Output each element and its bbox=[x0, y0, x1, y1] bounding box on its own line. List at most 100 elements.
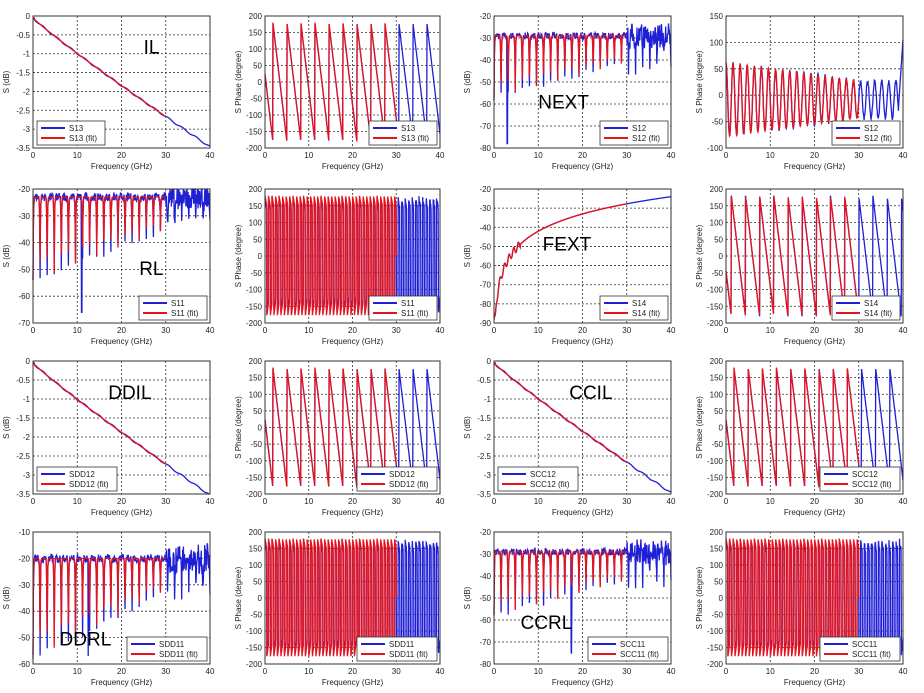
panel-annotation: DDRL bbox=[60, 630, 112, 651]
y-tick-label: -100 bbox=[246, 111, 263, 120]
x-tick-label: 40 bbox=[667, 151, 676, 160]
y-tick-label: 50 bbox=[714, 235, 723, 244]
y-tick-label: -3 bbox=[23, 125, 31, 134]
y-tick-label: -200 bbox=[707, 319, 724, 328]
y-tick-label: -0.5 bbox=[16, 376, 30, 385]
x-tick-label: 20 bbox=[810, 667, 819, 676]
legend-box bbox=[599, 120, 669, 146]
panel-annotation: CCIL bbox=[569, 383, 612, 404]
legend-box bbox=[138, 295, 208, 321]
legend-label: S12 (fit) bbox=[632, 134, 660, 143]
x-tick-label: 20 bbox=[810, 326, 819, 335]
legend-label: S11 (fit) bbox=[401, 309, 429, 318]
x-tick-label: 30 bbox=[392, 667, 401, 676]
y-tick-label: -2 bbox=[23, 87, 31, 96]
y-tick-label: 0 bbox=[719, 594, 724, 603]
series-line-s13-fit- bbox=[264, 22, 397, 142]
x-tick-label: 0 bbox=[724, 667, 729, 676]
plot-frame bbox=[32, 360, 211, 495]
legend-label: S11 bbox=[171, 299, 185, 308]
y-axis-label: S (dB) bbox=[463, 244, 472, 267]
legend-label: SDD11 (fit) bbox=[159, 650, 198, 659]
y-tick-label: -1 bbox=[23, 50, 31, 59]
plot-frame bbox=[493, 15, 672, 149]
y-tick-label: -40 bbox=[479, 223, 491, 232]
plot-frame bbox=[493, 360, 672, 495]
x-tick-label: 0 bbox=[724, 497, 729, 506]
y-tick-label: 100 bbox=[710, 561, 724, 570]
series-line-scc12-fit- bbox=[494, 362, 628, 463]
y-tick-label: 0 bbox=[719, 91, 724, 100]
plot-frame bbox=[725, 360, 904, 495]
plot-frame bbox=[725, 15, 904, 149]
chart-panel-ddil-phase: 0 10 20 30 40 200 150 100 50 0 -50 -100 -150 -200 Freq… bbox=[234, 357, 445, 517]
y-tick-label: -50 bbox=[711, 269, 723, 278]
y-tick-label: -150 bbox=[246, 644, 263, 653]
y-tick-label: 50 bbox=[253, 62, 262, 71]
plot-frame bbox=[725, 531, 904, 665]
y-axis-label: S (dB) bbox=[463, 586, 472, 609]
x-tick-label: 40 bbox=[667, 667, 676, 676]
legend-label: S11 (fit) bbox=[171, 309, 199, 318]
series-line-s12-fit- bbox=[493, 35, 627, 98]
legend-label: SDD12 bbox=[69, 470, 95, 479]
legend-label: SCC12 (fit) bbox=[530, 480, 570, 489]
legend-label: SCC12 bbox=[530, 470, 556, 479]
y-tick-label: -20 bbox=[18, 554, 30, 563]
y-tick-label: -3.5 bbox=[16, 490, 30, 499]
x-tick-label: 30 bbox=[622, 667, 631, 676]
y-tick-label: -150 bbox=[707, 302, 724, 311]
x-tick-label: 0 bbox=[263, 151, 268, 160]
y-axis-label: S (dB) bbox=[463, 70, 472, 93]
x-tick-label: 20 bbox=[117, 667, 126, 676]
legend-label: S13 bbox=[69, 124, 84, 133]
legend-label: SCC11 bbox=[620, 640, 646, 649]
x-tick-label: 10 bbox=[304, 667, 313, 676]
y-tick-label: -0.5 bbox=[16, 31, 30, 40]
y-tick-label: 0 bbox=[258, 424, 263, 433]
y-tick-label: -50 bbox=[479, 242, 491, 251]
legend-label: S14 bbox=[864, 299, 879, 308]
plot-frame bbox=[493, 188, 672, 324]
x-tick-label: 0 bbox=[31, 326, 36, 335]
x-axis-label: Frequency (GHz) bbox=[784, 508, 846, 517]
y-tick-label: -30 bbox=[479, 204, 491, 213]
y-axis-label: S Phase (degree) bbox=[695, 566, 704, 629]
legend-box bbox=[356, 466, 438, 492]
y-tick-label: -50 bbox=[18, 265, 30, 274]
x-tick-label: 20 bbox=[348, 497, 357, 506]
y-tick-label: -200 bbox=[246, 319, 263, 328]
chart-panel-il-mag: 0 10 20 30 40 0 -0.5 -1 -1.5 -2 -2.5 -3 -3.5 Frequenc… bbox=[2, 12, 215, 171]
x-axis-label: Frequency (GHz) bbox=[91, 508, 153, 517]
y-tick-label: 0 bbox=[487, 357, 492, 366]
x-tick-label: 0 bbox=[31, 151, 36, 160]
y-tick-label: -1.5 bbox=[477, 414, 491, 423]
plot-frame bbox=[264, 531, 441, 665]
legend-box bbox=[819, 636, 901, 662]
y-axis-label: S (dB) bbox=[2, 586, 11, 609]
x-tick-label: 10 bbox=[534, 151, 543, 160]
legend-box bbox=[356, 636, 438, 662]
legend-box bbox=[831, 295, 901, 321]
y-tick-label: -60 bbox=[479, 616, 491, 625]
x-tick-label: 30 bbox=[161, 326, 170, 335]
x-tick-label: 30 bbox=[392, 326, 401, 335]
y-tick-label: -40 bbox=[18, 239, 30, 248]
y-tick-label: 0 bbox=[26, 357, 31, 366]
series-line-s11-fit- bbox=[32, 196, 167, 281]
y-tick-label: -50 bbox=[711, 440, 723, 449]
legend-box bbox=[36, 466, 118, 492]
plot-frame bbox=[493, 531, 672, 665]
y-tick-label: 150 bbox=[249, 202, 263, 211]
x-tick-label: 20 bbox=[578, 667, 587, 676]
x-tick-label: 0 bbox=[724, 151, 729, 160]
plot-frame bbox=[32, 531, 211, 665]
y-tick-label: 150 bbox=[710, 202, 724, 211]
plot-frame bbox=[264, 15, 441, 149]
y-tick-label: -1 bbox=[484, 395, 492, 404]
x-tick-label: 20 bbox=[578, 151, 587, 160]
y-tick-label: -3 bbox=[23, 471, 31, 480]
